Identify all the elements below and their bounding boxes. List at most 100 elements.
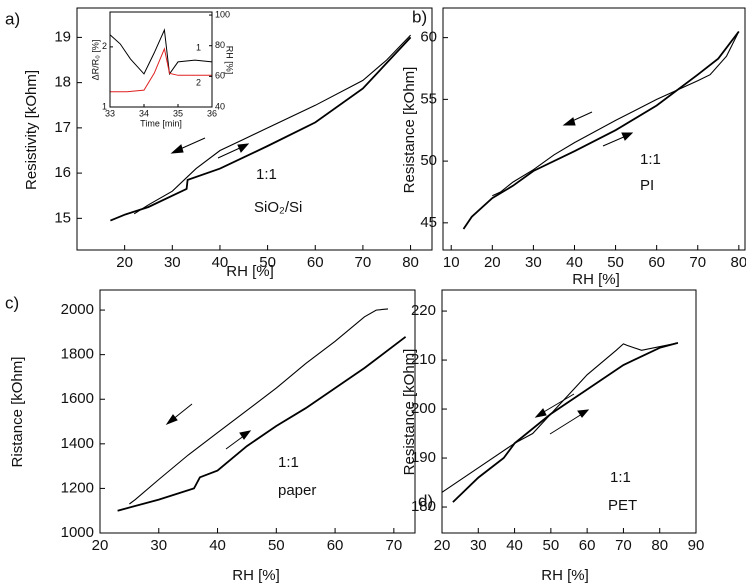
x-tick-label: 30 <box>150 537 167 554</box>
y-tick-label: 190 <box>411 449 436 466</box>
plot-frame <box>441 289 697 534</box>
y-tick-label: 55 <box>420 90 437 107</box>
y2-tick-label: 100 <box>215 9 230 19</box>
y-tick-label: 2 <box>102 41 107 51</box>
annotation: 1:1 <box>278 454 299 471</box>
data-line <box>441 342 679 493</box>
x-tick-label: 80 <box>651 537 668 554</box>
x-tick-label: 30 <box>470 537 487 554</box>
y-axis-title: Ristance [kOhm] <box>9 357 26 468</box>
y-axis-title: ΔR/R₀ [%] <box>90 40 100 81</box>
panel-label: d) <box>418 491 433 510</box>
x-tick-label: 36 <box>207 108 217 118</box>
annotation: 1:1 <box>640 151 661 168</box>
y2-axis-title: RH [%] <box>225 46 235 75</box>
x-axis-title: RH [%] <box>572 271 620 288</box>
data-line <box>117 336 407 512</box>
y-tick-label: 60 <box>420 29 437 46</box>
y2-tick-label: 40 <box>215 101 225 111</box>
plot-frame <box>99 289 416 534</box>
x-tick-label: 40 <box>566 254 583 271</box>
x-tick-label: 20 <box>484 254 501 271</box>
x-tick-label: 20 <box>116 254 133 271</box>
plot-frame <box>442 7 746 251</box>
y2-tick-label: 80 <box>215 40 225 50</box>
annotation: 1 <box>196 42 201 52</box>
y-tick-label: 2000 <box>61 301 94 318</box>
data-line <box>129 308 389 505</box>
x-tick-label: 70 <box>615 537 632 554</box>
x-tick-label: 40 <box>209 537 226 554</box>
y-tick-label: 220 <box>411 302 436 319</box>
x-tick-label: 60 <box>327 537 344 554</box>
plot-frame <box>109 11 213 108</box>
y-tick-label: 200 <box>411 400 436 417</box>
y2-tick-label: 60 <box>215 71 225 81</box>
x-tick-label: 33 <box>105 108 115 118</box>
data-line <box>462 30 740 230</box>
y-tick-label: 1000 <box>61 524 94 541</box>
annotation: 2 <box>196 77 201 87</box>
panel-label: b) <box>412 7 427 26</box>
x-axis-title: Time [min] <box>140 118 182 128</box>
inset-background <box>110 12 212 107</box>
x-tick-label: 60 <box>579 537 596 554</box>
data-line <box>109 28 213 76</box>
y-tick-label: 16 <box>54 164 71 181</box>
x-tick-label: 20 <box>434 537 451 554</box>
x-tick-label: 80 <box>730 254 746 271</box>
annotation: SiO₂/Si <box>254 199 302 216</box>
annotation: PET <box>608 497 637 514</box>
y-tick-label: 45 <box>420 214 437 231</box>
y-tick-label: 18 <box>54 74 71 91</box>
x-tick-label: 50 <box>607 254 624 271</box>
y-tick-label: 210 <box>411 351 436 368</box>
data-line <box>133 34 411 215</box>
y-tick-label: 1200 <box>61 479 94 496</box>
arrows <box>165 111 634 450</box>
x-tick-label: 60 <box>307 254 324 271</box>
x-tick-label: 50 <box>268 537 285 554</box>
x-axis-title: RH [%] <box>232 567 280 584</box>
annotation: 1:1 <box>256 166 277 183</box>
x-tick-label: 30 <box>525 254 542 271</box>
x-tick-label: 70 <box>355 254 372 271</box>
x-tick-label: 50 <box>259 254 276 271</box>
x-tick-label: 50 <box>543 537 560 554</box>
data-line <box>452 342 679 503</box>
x-tick-label: 90 <box>688 537 705 554</box>
y-tick-label: 1400 <box>61 435 94 452</box>
y-axis-title: Resistance [kOhm] <box>401 67 418 194</box>
plot-frame <box>76 7 433 251</box>
x-tick-label: 10 <box>443 254 460 271</box>
y-axis-title: Resistance [kOhm] <box>401 349 418 476</box>
x-tick-label: 20 <box>92 537 109 554</box>
x-axis-title: RH [%] <box>226 263 274 280</box>
y-tick-label: 15 <box>54 209 71 226</box>
y-tick-label: 1600 <box>61 390 94 407</box>
data-line <box>110 47 212 93</box>
x-tick-label: 80 <box>402 254 419 271</box>
y-tick-label: 180 <box>411 498 436 515</box>
x-tick-label: 70 <box>689 254 706 271</box>
x-tick-label: 35 <box>173 108 183 118</box>
y-tick-label: 17 <box>54 119 71 136</box>
annotation: 1:1 <box>610 469 631 486</box>
panel-label: a) <box>5 9 20 28</box>
x-axis-title: RH [%] <box>541 567 589 584</box>
annotation: paper <box>278 482 316 499</box>
y-tick-label: 1 <box>102 101 107 111</box>
annotation: PI <box>640 177 654 194</box>
y-tick-label: 50 <box>420 152 437 169</box>
x-tick-label: 70 <box>385 537 402 554</box>
y-tick-label: 19 <box>54 28 71 45</box>
x-tick-label: 40 <box>212 254 229 271</box>
y-tick-label: 1800 <box>61 346 94 363</box>
x-tick-label: 34 <box>139 108 149 118</box>
panel-label: c) <box>5 293 19 312</box>
x-tick-label: 40 <box>506 537 523 554</box>
x-tick-label: 60 <box>648 254 665 271</box>
data-line <box>492 31 740 197</box>
y-axis-title: Resistivity [kOhm] <box>23 70 40 190</box>
